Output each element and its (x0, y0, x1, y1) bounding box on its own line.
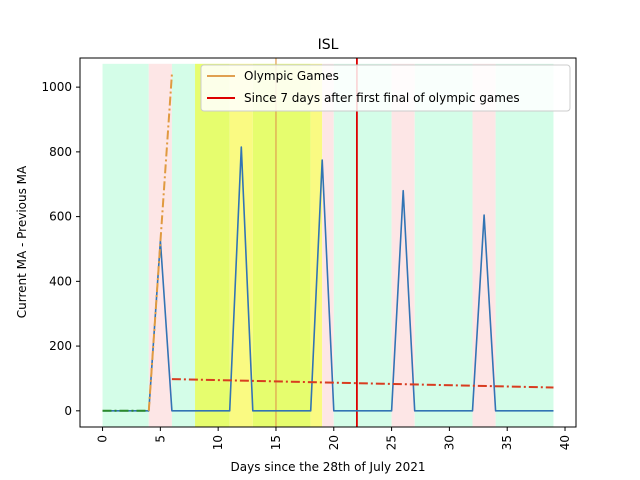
shaded-region-11 (472, 63, 496, 427)
shaded-region-2 (171, 63, 196, 427)
y-tick-label: 800 (49, 145, 72, 159)
shaded-region-6 (310, 63, 323, 427)
y-tick-label: 200 (49, 339, 72, 353)
series-lines (102, 74, 554, 412)
x-tick-label: 40 (558, 435, 572, 450)
x-tick-label: 0 (96, 435, 110, 443)
y-tick-label: 600 (49, 210, 72, 224)
y-tick-label: 1000 (41, 80, 72, 94)
x-tick-label: 5 (153, 435, 167, 443)
shaded-region-3 (195, 63, 230, 427)
shaded-region-8 (333, 63, 392, 427)
shaded-region-4 (229, 63, 253, 427)
series-line-2 (147, 74, 173, 411)
x-tick-label: 35 (500, 435, 514, 450)
x-tick-label: 30 (442, 435, 456, 450)
shaded-region-0 (102, 63, 149, 427)
y-tick-label: 0 (64, 404, 72, 418)
legend-box (200, 64, 571, 112)
y-tick-label: 400 (49, 274, 72, 288)
x-tick-label: 25 (385, 435, 399, 450)
x-tick-label: 15 (269, 435, 283, 450)
series-line-0 (102, 146, 554, 412)
x-tick-label: 20 (327, 435, 341, 450)
shaded-region-7 (322, 63, 334, 427)
vertical-lines (275, 58, 358, 427)
shaded-region-9 (391, 63, 415, 427)
shaded-region-5 (252, 63, 311, 427)
shaded-region-12 (495, 63, 554, 427)
plot-frame (79, 57, 577, 428)
y-axis-label: Current MA - Previous MA (15, 165, 29, 318)
chart-title: ISL (318, 37, 339, 53)
legend-label-olympic-games: Olympic Games (244, 69, 339, 83)
x-axis-label: Days since the 28th of July 2021 (231, 460, 426, 474)
legend-label-since-7-days: Since 7 days after first final of olympi… (244, 91, 520, 105)
y-axis: 0 200 400 600 800 1000 (41, 80, 80, 418)
legend: Olympic Games Since 7 days after first f… (200, 64, 571, 112)
series-line-3 (171, 378, 554, 389)
x-tick-label: 10 (211, 435, 225, 450)
x-axis: 0 5 10 15 20 25 30 35 40 (96, 427, 572, 450)
shaded-region-10 (414, 63, 473, 427)
shaded-regions (102, 63, 554, 427)
